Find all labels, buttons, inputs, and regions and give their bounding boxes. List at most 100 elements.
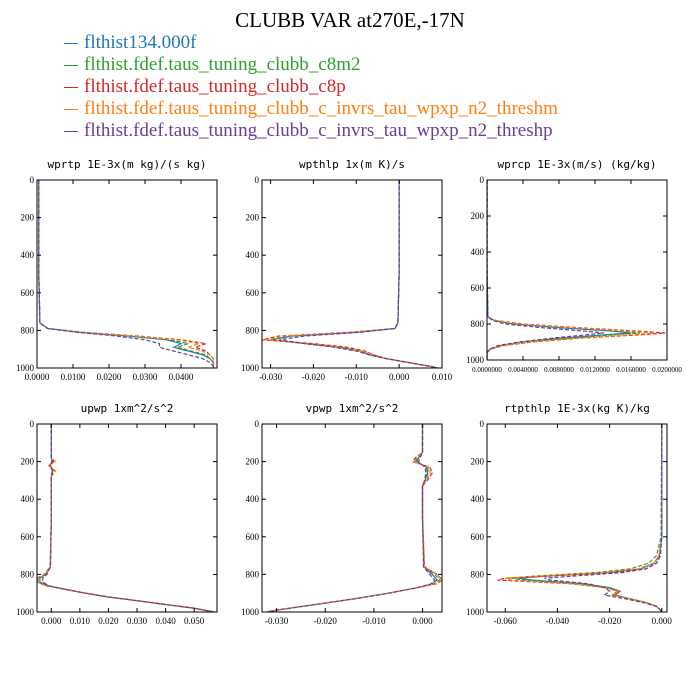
chart-panel-6: rtpthlp 1E-3x(kg K)/kg02004006008001000-… <box>466 402 672 626</box>
series-line-4 <box>505 424 663 612</box>
y-tick-label: 800 <box>471 319 485 329</box>
plot-frame <box>261 179 443 369</box>
x-tick-label: 0.030 <box>127 616 148 626</box>
series-line-1 <box>270 180 438 368</box>
legend-label: flthist.fdef.taus_tuning_clubb_c8p <box>84 76 346 97</box>
series-line-5 <box>544 424 663 612</box>
chart-panel-4: upwp 1xm^2/s^2 0 200 400 600 800 1000 0.000 0.01… <box>16 402 218 626</box>
x-tick-label: -0.020 <box>314 616 338 626</box>
x-tick-label: 0.0000000 <box>472 366 502 374</box>
y-tick-label: 1000 <box>16 607 35 617</box>
x-tick-label: 0.0200000 <box>652 366 682 374</box>
legend-item: flthist.fdef.taus_tuning_clubb_c8m2 <box>64 54 558 76</box>
x-tick-label: -0.010 <box>345 372 369 382</box>
series-line-2 <box>266 424 441 612</box>
x-tick-label: 0.000 <box>652 616 673 626</box>
chart-panel-5: vpwp 1xm^2/s^2 0 200 400 600 800 1000 -0.030 -0.… <box>241 402 443 626</box>
legend-label: flthist134.000f <box>84 32 197 53</box>
chart-panel-1: wprtp 1E-3x(m kg)/(s kg) 0 200 400 600 800 100… <box>16 158 218 382</box>
y-tick-label: 400 <box>21 494 35 504</box>
y-tick-label: 400 <box>21 250 35 260</box>
x-tick-label: 0.000 <box>389 372 410 382</box>
series-line-2 <box>270 180 438 368</box>
x-tick-label: 0.0000 <box>25 372 50 382</box>
panel-title: wpthlp 1x(m K)/s <box>299 158 405 171</box>
legend-item: flthist.fdef.taus_tuning_clubb_c8p <box>64 76 558 98</box>
y-tick-label: 600 <box>21 288 35 298</box>
y-tick-label: 400 <box>246 494 260 504</box>
x-tick-label: 0.050 <box>184 616 205 626</box>
legend-item: flthist.fdef.taus_tuning_clubb_c_invrs_t… <box>64 98 558 120</box>
x-tick-label: -0.020 <box>598 616 622 626</box>
plot-frame <box>486 179 668 361</box>
y-tick-label: 0 <box>480 419 485 429</box>
legend-label: flthist.fdef.taus_tuning_clubb_c8m2 <box>84 54 361 75</box>
y-tick-label: 0 <box>255 419 260 429</box>
series-line-2 <box>38 180 214 368</box>
y-tick-label: 600 <box>471 532 485 542</box>
x-tick-label: 0.0040000 <box>508 366 538 374</box>
y-tick-label: 1000 <box>466 355 485 365</box>
y-tick-label: 200 <box>471 211 485 221</box>
y-tick-label: 1000 <box>466 607 485 617</box>
x-tick-label: 0.0160000 <box>616 366 646 374</box>
chart-panel-3: wprcp 1E-3x(m/s) (kg/kg) 0 200 400 600 800 100… <box>466 158 682 374</box>
legend-swatch <box>64 108 78 110</box>
series-line-1 <box>39 424 215 612</box>
y-tick-label: 200 <box>471 457 485 467</box>
figure-title: CLUBB VAR at270E,-17N <box>235 8 465 32</box>
series-line-3 <box>37 424 215 612</box>
series-line-5 <box>38 180 214 368</box>
series-line-1 <box>487 180 632 360</box>
y-tick-label: 400 <box>471 247 485 257</box>
plot-frame <box>36 179 218 369</box>
y-tick-label: 0 <box>30 175 35 185</box>
x-tick-label: -0.060 <box>494 616 518 626</box>
y-tick-label: 600 <box>21 532 35 542</box>
y-tick-label: 200 <box>21 457 35 467</box>
x-tick-label: 0.0400 <box>169 372 194 382</box>
y-tick-label: 600 <box>246 288 260 298</box>
y-tick-label: 400 <box>246 250 260 260</box>
panel-title: wprcp 1E-3x(m/s) (kg/kg) <box>498 158 657 171</box>
y-tick-label: 1000 <box>241 607 260 617</box>
series-line-1 <box>266 424 438 612</box>
legend-label: flthist.fdef.taus_tuning_clubb_c_invrs_t… <box>84 98 558 119</box>
plot-frame <box>261 423 443 613</box>
y-tick-label: 200 <box>21 213 35 223</box>
y-tick-label: 1000 <box>241 363 260 373</box>
series-line-4 <box>37 424 215 612</box>
panel-title: wprtp 1E-3x(m kg)/(s kg) <box>48 158 207 171</box>
y-tick-label: 0 <box>480 175 485 185</box>
x-tick-label: 0.0100 <box>61 372 86 382</box>
x-tick-label: 0.010 <box>70 616 91 626</box>
series-line-5 <box>279 180 438 368</box>
legend-item: flthist.fdef.taus_tuning_clubb_c_invrs_t… <box>64 120 558 142</box>
y-tick-label: 1000 <box>16 363 35 373</box>
y-tick-label: 800 <box>471 569 485 579</box>
x-tick-label: 0.040 <box>155 616 176 626</box>
y-tick-label: 600 <box>246 532 260 542</box>
y-tick-label: 0 <box>30 419 35 429</box>
y-tick-label: 200 <box>246 213 260 223</box>
y-tick-label: 200 <box>246 457 260 467</box>
panel-title: upwp 1xm^2/s^2 <box>81 402 174 415</box>
series-line-5 <box>487 180 605 360</box>
legend: flthist134.000f flthist.fdef.taus_tuning… <box>64 32 558 142</box>
panel-title: vpwp 1xm^2/s^2 <box>306 402 399 415</box>
y-tick-label: 800 <box>21 325 35 335</box>
legend-label: flthist.fdef.taus_tuning_clubb_c_invrs_t… <box>84 120 553 141</box>
series-line-4 <box>266 424 442 612</box>
series-line-5 <box>266 424 436 612</box>
x-tick-label: 0.000 <box>412 616 433 626</box>
plot-frame <box>486 423 668 613</box>
x-tick-label: 0.0300 <box>133 372 158 382</box>
x-tick-label: -0.040 <box>546 616 570 626</box>
series-line-2 <box>487 180 641 360</box>
series-line-1 <box>38 180 214 368</box>
x-tick-label: -0.030 <box>259 372 283 382</box>
y-tick-label: 800 <box>246 325 260 335</box>
panel-title: rtpthlp 1E-3x(kg K)/kg <box>504 402 650 415</box>
chart-panel-2: wpthlp 1x(m K)/s 0 200 400 600 800 1000-0.030 -… <box>241 158 453 382</box>
